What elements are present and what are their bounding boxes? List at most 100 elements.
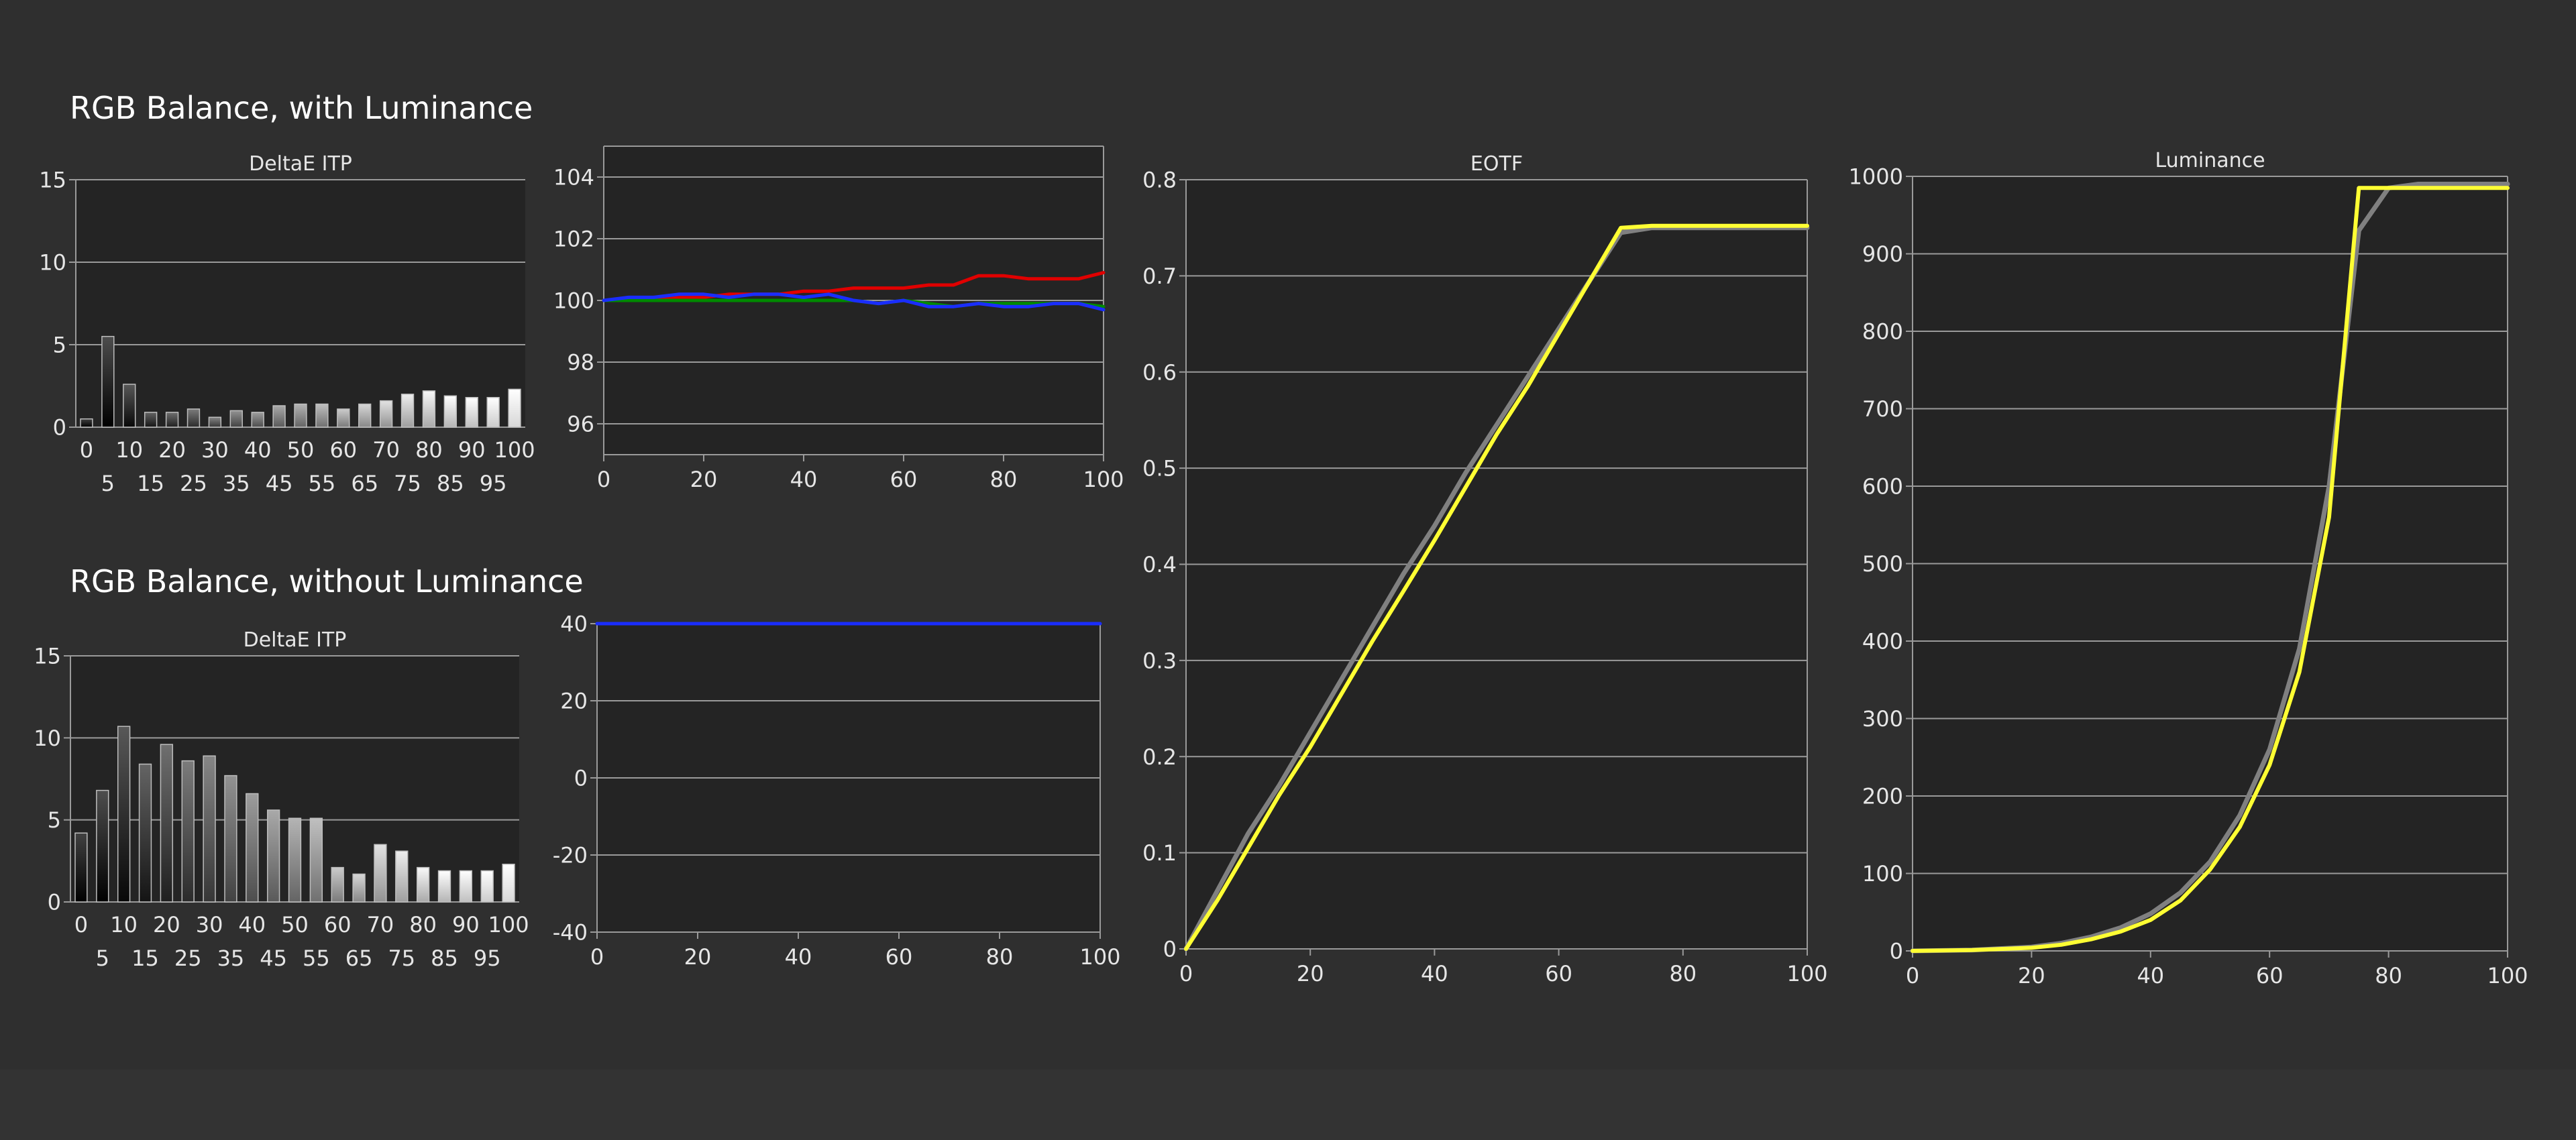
luminance-chart-ytick-label: 200 [1862,784,1903,809]
rgb-without-chart-ytick-label: 40 [560,612,588,637]
deltae-with-chart-xtick-label: 10 [115,437,143,463]
luminance-chart-xtick-label: 40 [2137,963,2164,988]
rgb-without-chart-ytick-label: 0 [574,766,588,791]
luminance-chart-xtick-label: 20 [2018,963,2045,988]
rgb-with-chart-xtick-label: 0 [597,467,610,492]
deltae-without-chart-xtick-label: 30 [196,912,223,937]
rgb-without-chart: -40 -20 0 20 40 0 20 40 60 80 100 [553,612,1121,970]
eotf-chart-title: EOTF [1470,152,1523,176]
eotf-chart-ytick-label: 0.3 [1142,648,1177,673]
deltae-without-chart-xtick-label: 70 [367,912,394,937]
rgb-with-chart-series-blue-line [602,292,1106,312]
deltae-with-chart-bar [80,418,93,428]
eotf-chart-ytick-label: 0.1 [1142,840,1177,866]
luminance-chart-ytick-label: 0 [1890,939,1903,964]
deltae-with-chart-plot-area [76,180,525,427]
rgb-with-chart-xtick-label: 40 [790,467,818,492]
deltae-without-chart-bar [395,850,409,903]
deltae-without-chart-xtick-label: 60 [324,912,352,937]
deltae-without-chart-bar [74,832,88,903]
deltae-with-chart-bar [337,408,350,428]
luminance-chart-ytick-label: 800 [1862,319,1903,345]
deltae-without-chart-bar [181,760,195,903]
deltae-without-chart-bar [480,870,494,903]
luminance-chart-xtick-label: 0 [1906,963,1919,988]
rgb-with-chart-ytick-label: 98 [567,350,594,376]
deltae-with-chart-bar [101,335,115,428]
deltae-with-chart-bar [358,403,372,428]
luminance-chart-ytick-label: 400 [1862,629,1903,654]
eotf-chart-ytick-label: 0.8 [1142,168,1177,193]
deltae-with-chart-bar [294,403,307,428]
deltae-without-chart-bar [138,763,152,903]
deltae-without-chart-bar [309,817,323,903]
deltae-without-chart-ytick-label: 5 [48,807,61,833]
deltae-with-chart-bar [465,396,478,428]
rgb-without-chart-ytick-label: -40 [553,920,588,946]
eotf-chart-xtick-label: 20 [1297,961,1324,986]
deltae-without-chart-bar [331,866,344,903]
rgb-with-chart-xtick-label: 100 [1083,467,1124,492]
rgb-without-chart-xtick-label: 40 [785,944,812,970]
deltae-without-chart-ytick-label: 0 [48,890,61,915]
deltae-without-chart-ytick-label: 15 [34,644,61,669]
deltae-with-chart-bar [315,403,329,428]
rgb-without-chart-ytick-label: -20 [553,843,588,868]
eotf-chart-xtick-label: 0 [1179,961,1193,986]
deltae-with-chart-xtick-label: 50 [287,437,315,463]
deltae-without-chart-bar [160,744,174,903]
deltae-with-chart-ytick-label: 10 [39,250,66,276]
deltae-without-chart-xtick-label: 35 [217,946,245,971]
deltae-with-chart-xtick-label: 40 [244,437,272,463]
deltae-with-chart-bar [443,395,458,428]
deltae-without-chart-title: DeltaE ITP [244,628,347,652]
rgb-with-chart-ytick-label: 104 [553,165,594,190]
deltae-without-chart-bar [459,870,473,903]
rgb-without-chart-xtick-label: 20 [684,944,712,970]
deltae-without-chart-bar [437,870,451,903]
rgb-with-chart-xtick-label: 20 [690,467,718,492]
deltae-without-chart-xtick-label: 15 [131,946,159,971]
deltae-with-chart-xtick-label: 65 [351,471,378,496]
deltae-with-chart-xtick-label: 30 [201,437,229,463]
deltae-without-chart-xtick-label: 55 [303,946,330,971]
deltae-with-chart-bar [272,405,286,428]
deltae-with-chart-bar [379,400,393,428]
deltae-without-chart-xtick-label: 50 [281,912,309,937]
rgb-without-chart-xtick-label: 80 [986,944,1014,970]
deltae-without-chart-xtick-label: 90 [452,912,480,937]
deltae-without-chart-xtick-label: 45 [260,946,287,971]
deltae-with-chart-bar [123,384,136,428]
deltae-with-chart-xtick-label: 75 [394,471,421,496]
deltae-with-chart-bar [208,416,222,428]
luminance-chart-ytick-label: 500 [1862,551,1903,577]
eotf-chart-xtick-label: 80 [1669,961,1697,986]
rgb-with-chart-ytick-label: 100 [553,288,594,314]
rgb-with-chart-xtick-label: 80 [990,467,1018,492]
luminance-chart: Luminance0100200300400500600700800900100… [1849,149,2528,988]
eotf-chart-ytick-label: 0.4 [1142,552,1177,577]
luminance-chart-title: Luminance [2155,149,2265,172]
deltae-with-chart-bar [422,390,436,428]
deltae-without-chart-bar [203,755,216,903]
deltae-with-chart-xtick-label: 100 [494,437,535,463]
luminance-chart-series-measured-line [1911,186,2510,953]
deltae-without-chart-xtick-label: 65 [345,946,373,971]
eotf-chart-ytick-label: 0.2 [1142,744,1177,770]
deltae-with-chart-xtick-label: 5 [101,471,115,496]
deltae-with-chart-bar [400,394,415,428]
luminance-chart-ytick-label: 100 [1862,861,1903,887]
deltae-with-chart-ytick-label: 0 [53,415,66,441]
deltae-with-chart-xtick-label: 70 [372,437,400,463]
deltae-with-chart-xtick-label: 35 [223,471,250,496]
eotf-chart-ytick-label: 0.7 [1142,264,1177,289]
deltae-with-chart-xtick-label: 95 [480,471,507,496]
deltae-with-chart-xtick-label: 80 [415,437,443,463]
deltae-without-chart-ytick-label: 10 [34,726,61,751]
deltae-with-chart-bar [229,410,243,428]
luminance-chart-ytick-label: 700 [1862,396,1903,422]
rgb-without-chart-xtick-label: 0 [590,944,604,970]
deltae-without-chart-xtick-label: 85 [431,946,458,971]
deltae-without-chart-bar [246,793,259,903]
section-title-without-luminance: RGB Balance, without Luminance [70,563,584,600]
